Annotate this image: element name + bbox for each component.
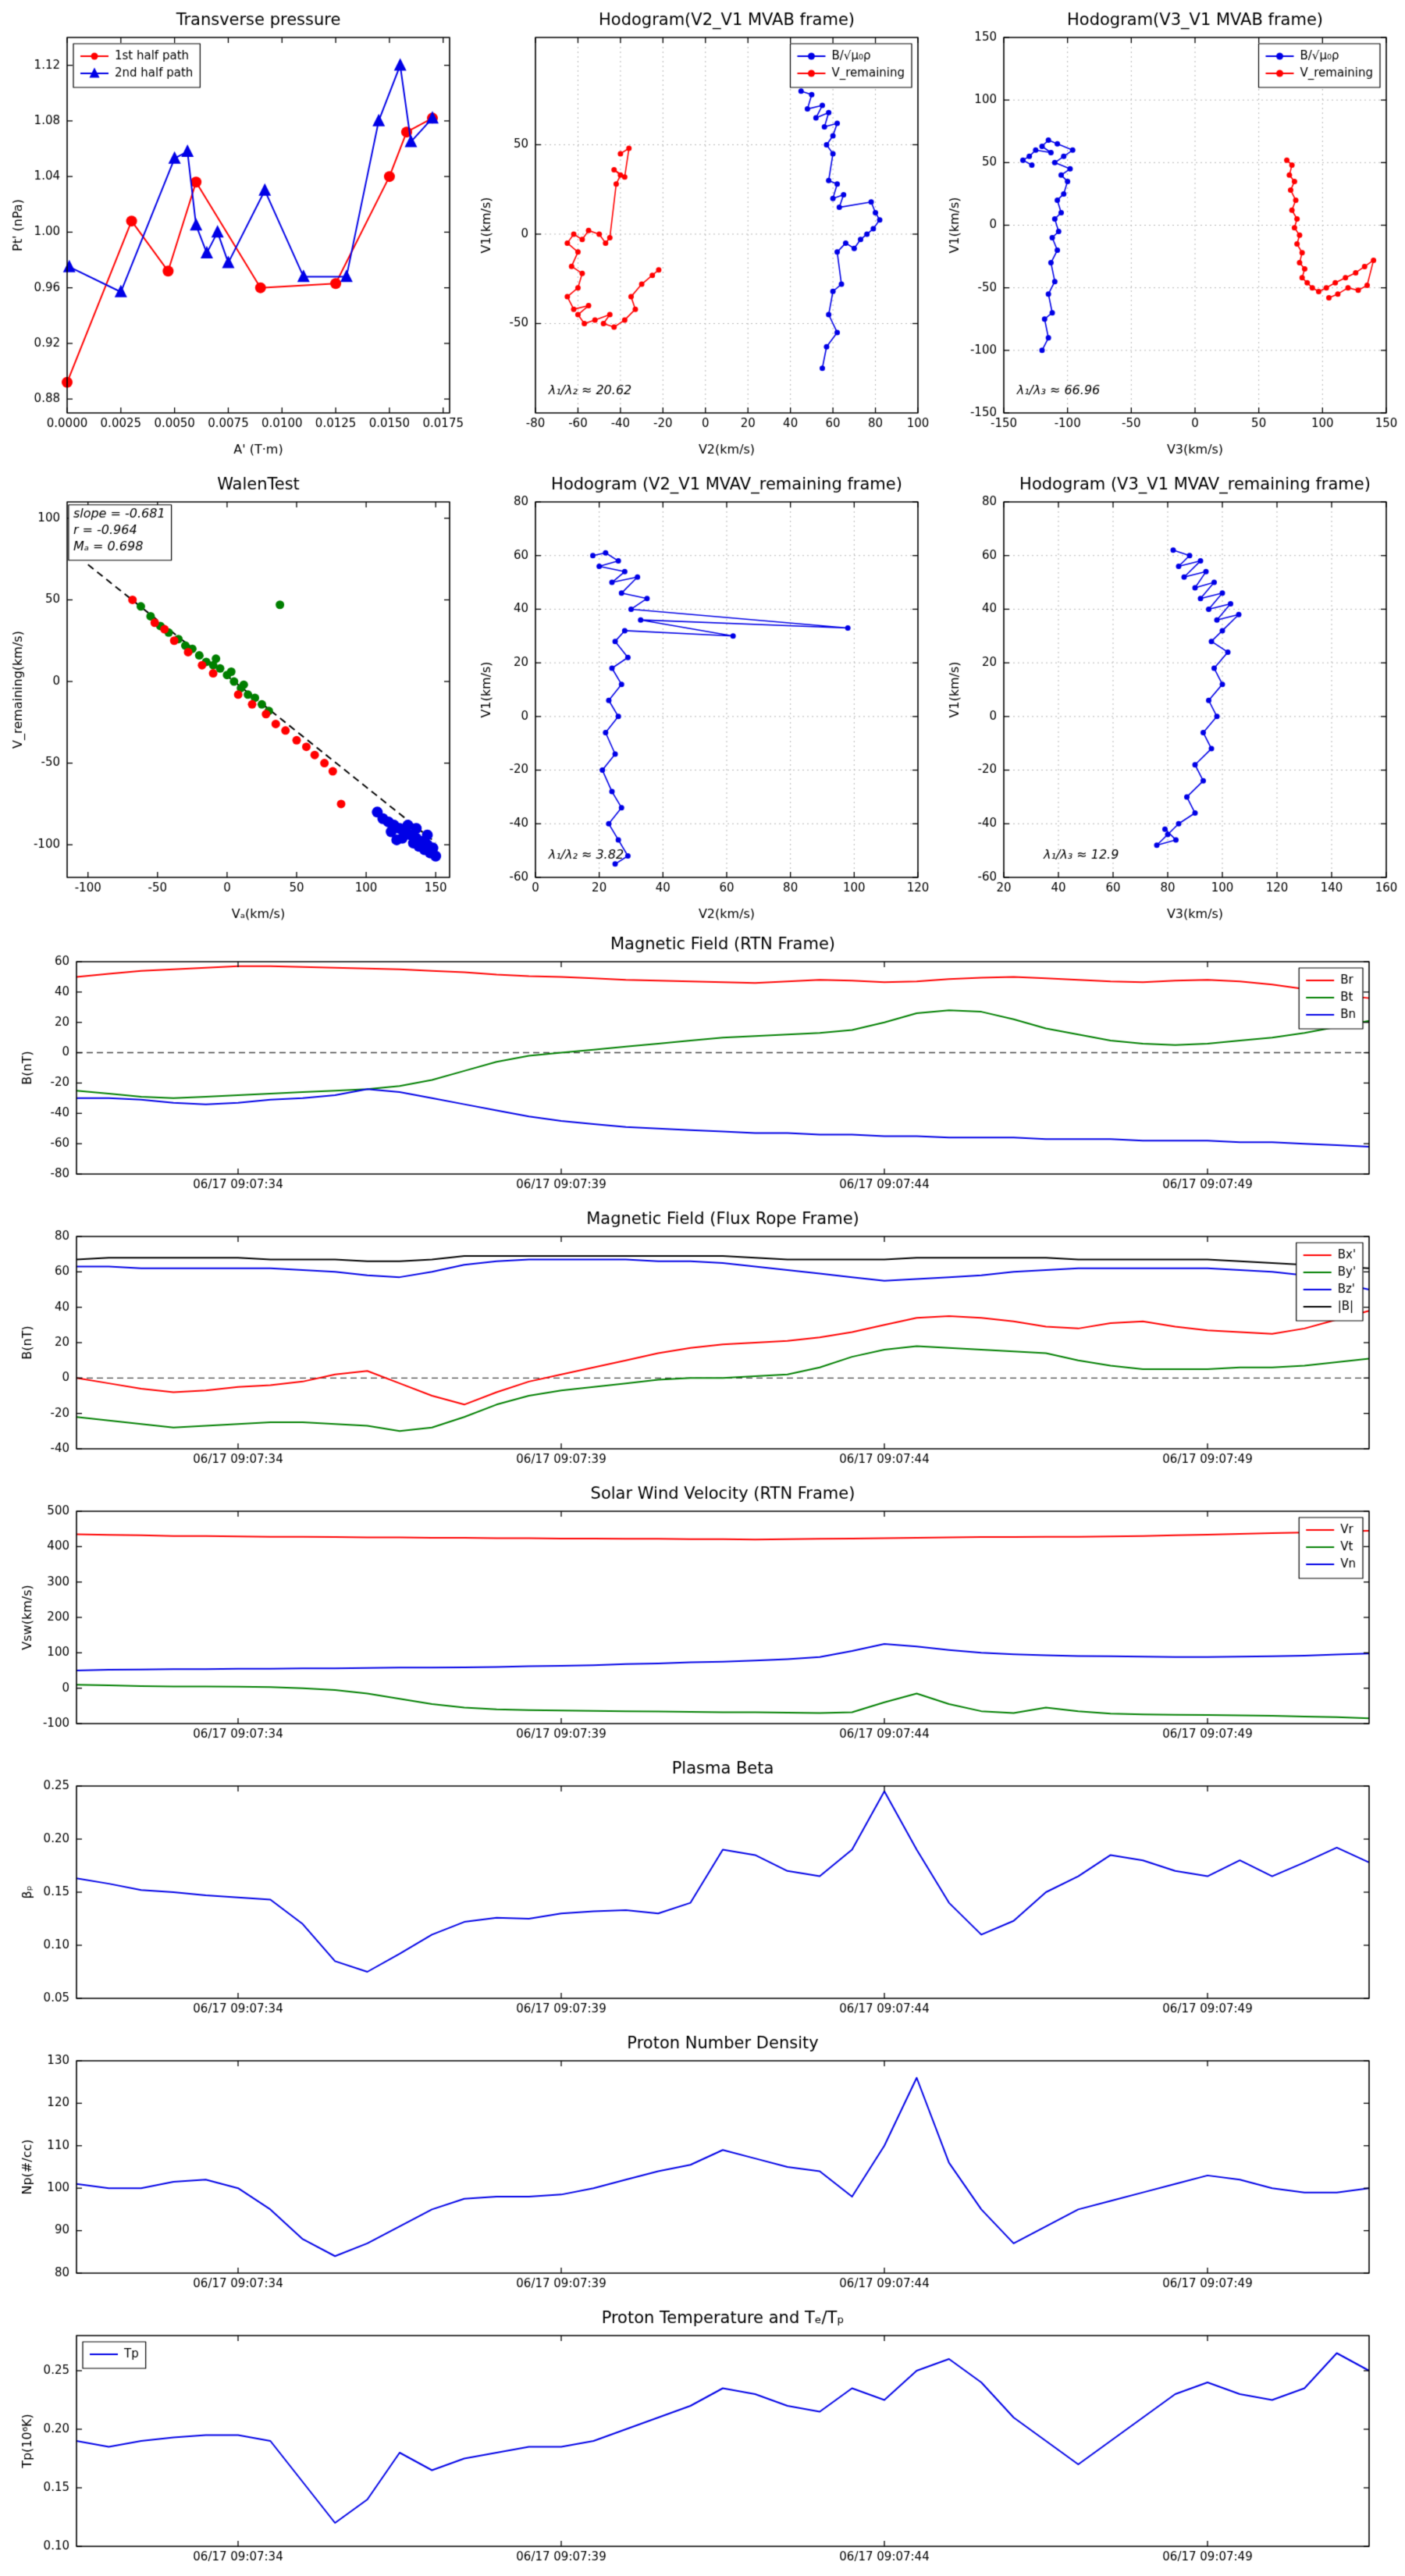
- subplot-row-2: [0, 464, 1405, 929]
- hodogram-v3v1-mvav-chart: [937, 464, 1405, 929]
- chart-cell-vsw-rtn: [0, 1478, 1405, 1753]
- mag-fluxrope-chart: [0, 1204, 1405, 1478]
- mag-rtn-chart: [0, 929, 1405, 1204]
- proton-temp-chart: [0, 2303, 1405, 2576]
- plasma-beta-chart: [0, 1753, 1405, 2028]
- chart-cell-transverse-pressure: [0, 0, 468, 464]
- walen-test-chart: [0, 464, 468, 929]
- transverse-pressure-chart: [0, 0, 468, 464]
- hodogram-v2v1-mvav-chart: [468, 464, 937, 929]
- chart-cell-mag-rtn: [0, 929, 1405, 1204]
- chart-cell-hodogram-v3v1-mvav: [937, 464, 1405, 929]
- chart-cell-hodogram-v2v1-mvab: [468, 0, 937, 464]
- chart-cell-hodogram-v2v1-mvav: [468, 464, 937, 929]
- chart-cell-hodogram-v3v1-mvab: [937, 0, 1405, 464]
- hodogram-v3v1-mvab-chart: [937, 0, 1405, 464]
- chart-cell-walen-test: [0, 464, 468, 929]
- proton-density-chart: [0, 2028, 1405, 2303]
- vsw-rtn-chart: [0, 1478, 1405, 1753]
- hodogram-v2v1-mvab-chart: [468, 0, 937, 464]
- chart-cell-mag-fluxrope: [0, 1204, 1405, 1478]
- chart-cell-plasma-beta: [0, 1753, 1405, 2028]
- subplot-row-1: [0, 0, 1405, 464]
- chart-cell-proton-density: [0, 2028, 1405, 2303]
- chart-cell-proton-temp: [0, 2303, 1405, 2576]
